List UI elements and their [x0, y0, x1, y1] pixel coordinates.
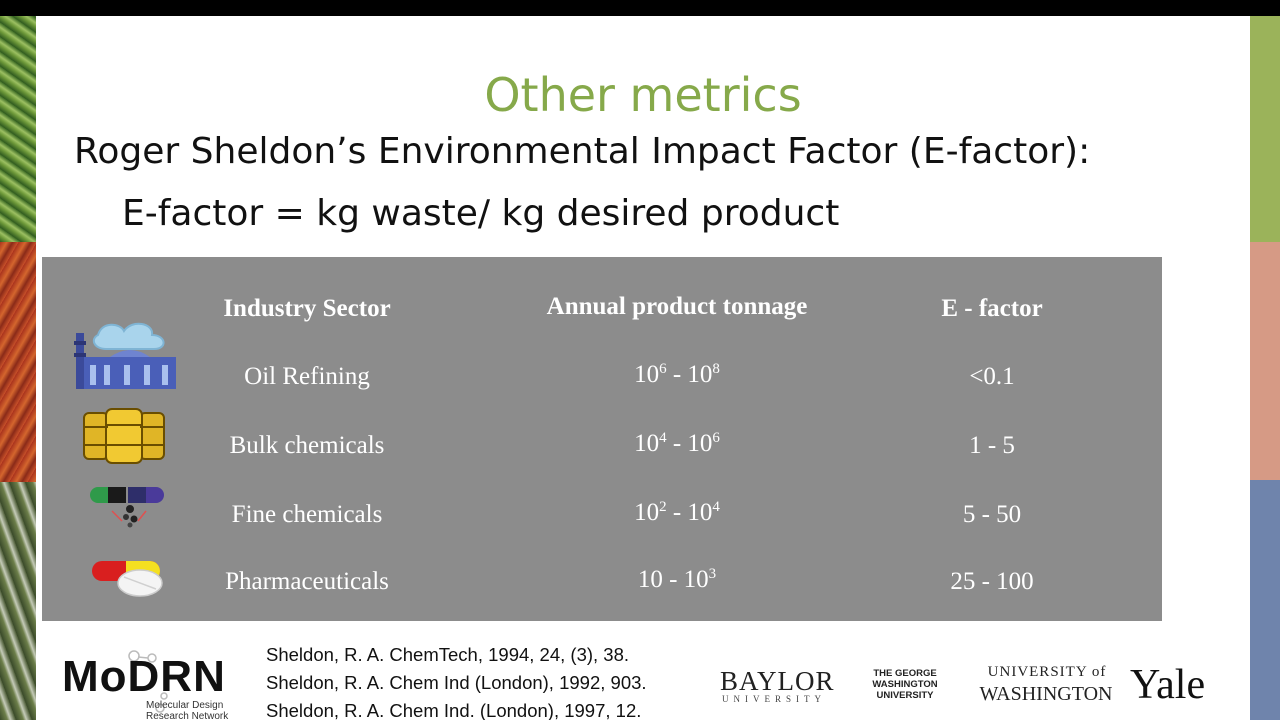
efactor-table: Industry Sector Annual product tonnage E… [42, 257, 1162, 621]
sector-fine-chemicals: Fine chemicals [231, 501, 383, 528]
slide-title: Other metrics [484, 68, 802, 122]
right-color-strip [1250, 16, 1280, 720]
efactor-pharmaceuticals: 25 - 100 [950, 568, 1034, 595]
header-annual-tonnage: Annual product tonnage [546, 293, 808, 320]
capsules-icon [90, 487, 164, 528]
salmon-block [1250, 242, 1280, 480]
header-e-factor: E - factor [941, 295, 1043, 322]
tree-photo [0, 482, 36, 720]
references: Sheldon, R. A. ChemTech, 1994, 24, (3), … [266, 641, 647, 720]
sector-bulk-chemicals: Bulk chemicals [229, 432, 385, 459]
uw-logo-line1: UNIVERSITY of [987, 664, 1107, 680]
baylor-logo-sub: UNIVERSITY [722, 694, 826, 704]
modrn-logo: MoDRN Molecular Design Research Network [62, 648, 242, 720]
tonnage-bulk-chemicals: 104 - 106 [634, 430, 720, 457]
slide: Other metrics Roger Sheldon’s Environmen… [36, 16, 1250, 720]
molecule-graphic [128, 650, 168, 713]
reference-3: Sheldon, R. A. Chem Ind. (London), 1997,… [266, 700, 642, 720]
green-block [1250, 16, 1280, 242]
pills-icon [92, 561, 163, 597]
tonnage-fine-chemicals: 102 - 104 [634, 499, 720, 526]
autumn-leaves-photo [0, 242, 36, 482]
tonnage-pharmaceuticals: 10 - 103 [637, 566, 717, 593]
tonnage-oil-refining: 106 - 108 [634, 361, 720, 388]
baylor-logo: BAYLOR [720, 666, 835, 696]
yale-logo: Yale [1130, 662, 1206, 708]
formula-text: E-factor = kg waste/ kg desired product [122, 193, 840, 234]
sector-pharmaceuticals: Pharmaceuticals [225, 568, 389, 595]
factory-icon [74, 322, 176, 389]
modrn-wordmark: MoDRN [62, 652, 226, 701]
reference-1: Sheldon, R. A. ChemTech, 1994, 24, (3), … [266, 644, 630, 665]
gwu-logo: THE GEORGE WASHINGTON UNIVERSITY [872, 668, 938, 701]
fern-photo [0, 16, 36, 242]
header-industry-sector: Industry Sector [223, 295, 391, 322]
top-black-bar [0, 0, 1280, 16]
efactor-bulk-chemicals: 1 - 5 [969, 432, 1015, 459]
reference-2: Sheldon, R. A. Chem Ind (London), 1992, … [266, 672, 647, 693]
sector-oil-refining: Oil Refining [244, 363, 370, 390]
left-photo-strip [0, 16, 36, 720]
efactor-oil-refining: <0.1 [969, 363, 1015, 390]
blue-block [1250, 480, 1280, 720]
definition-heading: Roger Sheldon’s Environmental Impact Fac… [74, 131, 1091, 172]
modrn-subtitle: Molecular Design Research Network [146, 700, 229, 720]
uw-logo-line2: WASHINGTON [979, 683, 1113, 705]
efactor-fine-chemicals: 5 - 50 [962, 501, 1022, 528]
barrels-icon [83, 408, 165, 464]
